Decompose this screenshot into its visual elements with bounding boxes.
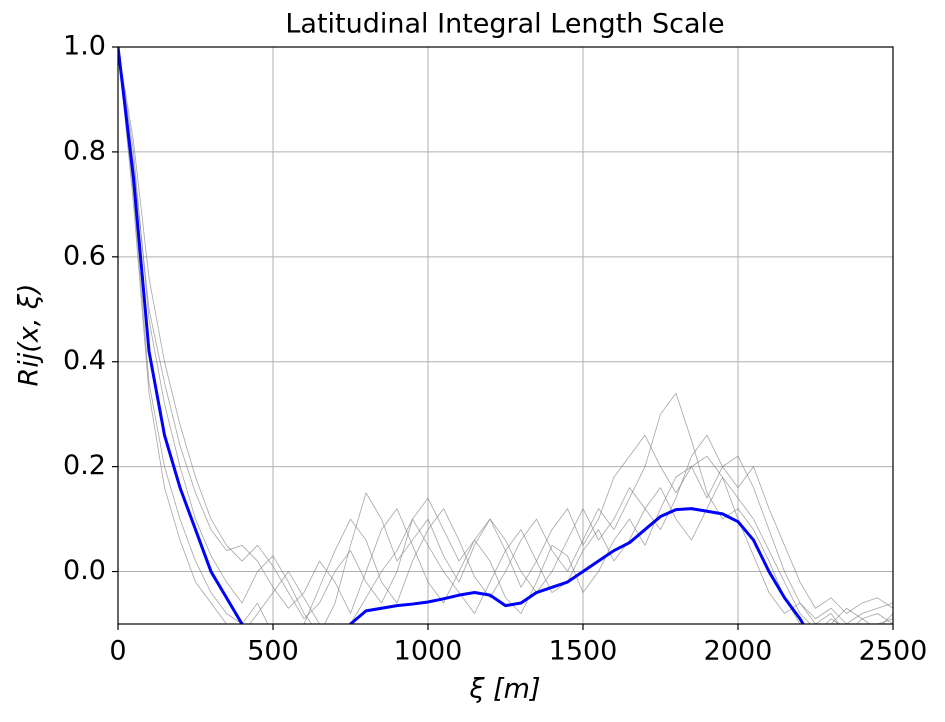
chart-title: Latitudinal Integral Length Scale [285, 9, 724, 40]
x-tick-label: 2500 [859, 636, 928, 667]
y-axis-label: Rij(x, ξ) [14, 283, 45, 386]
x-tick-label: 2000 [704, 636, 773, 667]
sample-line [118, 47, 893, 624]
plot-area [118, 47, 893, 624]
y-tick-label: 0.0 [63, 555, 106, 586]
y-tick-label: 0.2 [63, 450, 106, 481]
sample-line [118, 47, 893, 620]
sample-line [118, 47, 893, 624]
x-tick-label: 1000 [394, 636, 463, 667]
x-tick-label: 0 [109, 636, 126, 667]
sample-line [118, 47, 893, 624]
axes-frame [117, 46, 894, 625]
y-tick-label: 0.6 [63, 240, 106, 271]
y-tick-label: 0.8 [63, 135, 106, 166]
x-axis-label: ξ [m] [468, 674, 540, 705]
x-tick-label: 1500 [549, 636, 618, 667]
sample-line [118, 47, 893, 624]
y-tick-label: 1.0 [63, 31, 106, 62]
y-tick-label: 0.4 [63, 345, 106, 376]
mean-line [118, 47, 805, 624]
x-tick-label: 500 [247, 636, 299, 667]
grid [117, 46, 894, 624]
